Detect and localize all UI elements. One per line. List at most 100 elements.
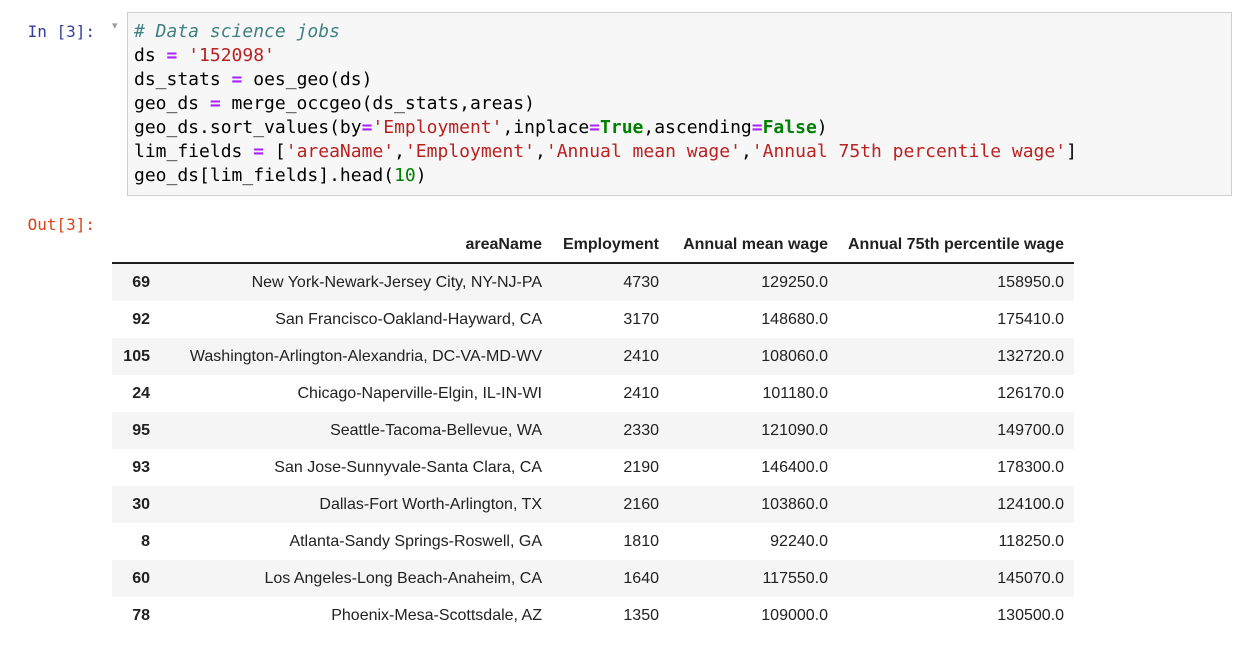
cell-annual-mean-wage: 92240.0 [770, 533, 828, 550]
code-editor[interactable]: # Data science jobs ds = '152098' ds_stats… [127, 12, 1232, 196]
table-row: 78 Phoenix-Mesa-Scottsdale, AZ 1350 109000.… [112, 597, 1074, 634]
cell-areaname: San Jose-Sunnyvale-Santa Clara, CA [274, 459, 542, 476]
column-header: Employment [562, 236, 659, 253]
index-header [112, 228, 160, 263]
cell-collapse-arrow-icon[interactable]: ▾ [112, 20, 118, 32]
table-row: 69 New York-Newark-Jersey City, NY-NJ-PA 4… [112, 263, 1074, 301]
cell-annual-mean-wage: 101180.0 [762, 385, 828, 402]
cell-areaname: New York-Newark-Jersey City, NY-NJ-PA [251, 274, 542, 291]
cell-employment: 2160 [623, 496, 659, 513]
cell-areaname: Atlanta-Sandy Springs-Roswell, GA [289, 533, 542, 550]
cell-annual-75th-percentile-wage: 158950.0 [997, 274, 1064, 291]
code-token-string: 'areaName' [285, 141, 395, 162]
table-body: 69 New York-Newark-Jersey City, NY-NJ-PA 4… [112, 263, 1074, 634]
code-token-plain: , [394, 141, 405, 162]
table-row: 95 Seattle-Tacoma-Bellevue, WA 2330 121090.… [112, 412, 1074, 449]
input-prompt: In [3]: [27, 22, 95, 41]
table-row: 24 Chicago-Naperville-Elgin, IL-IN-WI 2410… [112, 375, 1074, 412]
cell-employment: 2410 [623, 385, 659, 402]
code-token-plain: merge_occgeo(ds_stats,areas) [220, 93, 535, 114]
column-header: Annual mean wage [683, 236, 828, 253]
code-token-plain: ,ascending [643, 117, 752, 138]
table-row: 60 Los Angeles-Long Beach-Anaheim, CA 1640… [112, 560, 1074, 597]
table-row: 93 San Jose-Sunnyvale-Santa Clara, CA 2190… [112, 449, 1074, 486]
code-token-string: 'Employment' [404, 141, 536, 162]
header-row: areaName Employment Annual mean wage Annual… [112, 228, 1074, 263]
code-token-plain: , [740, 141, 752, 162]
cell-annual-mean-wage: 121090.0 [761, 422, 828, 439]
cell-annual-mean-wage: 148680.0 [761, 311, 828, 328]
cell-annual-mean-wage: 146400.0 [761, 459, 828, 476]
cell-areaname: Chicago-Naperville-Elgin, IL-IN-WI [297, 385, 542, 402]
code-token-plain: ] [1066, 141, 1077, 162]
cell-annual-75th-percentile-wage: 149700.0 [997, 422, 1064, 439]
output-area: areaName Employment Annual mean wage Annual… [112, 205, 1234, 634]
cell-employment: 1810 [623, 533, 659, 550]
table-row: 8 Atlanta-Sandy Springs-Roswell, GA 1810 92… [112, 523, 1074, 560]
code-token-plain: ) [816, 117, 828, 138]
cell-annual-75th-percentile-wage: 124100.0 [997, 496, 1064, 513]
code-token-number: 10 [394, 165, 416, 186]
cell-annual-75th-percentile-wage: 175410.0 [997, 311, 1064, 328]
code-token-plain: oes_geo(ds) [242, 69, 373, 90]
cell-annual-mean-wage: 103860.0 [761, 496, 828, 513]
row-index: 95 [132, 422, 150, 439]
column-header: areaName [465, 236, 543, 253]
column-header: Annual 75th percentile wage [848, 236, 1065, 253]
row-index: 105 [123, 348, 150, 365]
cell-annual-75th-percentile-wage: 178300.0 [997, 459, 1064, 476]
cell-annual-mean-wage: 109000.0 [761, 607, 828, 624]
table-row: 105 Washington-Arlington-Alexandria, DC-V… [112, 338, 1074, 375]
code-token-plain: geo_ds[lim_fields].head( [134, 165, 395, 186]
code-token-op: = [589, 117, 601, 138]
code-line: ds_stats = oes_geo(ds) [134, 68, 1227, 92]
cell-annual-75th-percentile-wage: 126170.0 [997, 385, 1064, 402]
row-index: 93 [132, 459, 150, 476]
row-index: 60 [132, 570, 150, 587]
cell-annual-75th-percentile-wage: 145070.0 [997, 570, 1064, 587]
code-token-string: 'Annual 75th percentile wage' [751, 141, 1067, 162]
code-line: geo_ds[lim_fields].head(10) [134, 164, 1227, 188]
cell-employment: 2190 [623, 459, 659, 476]
code-token-op: = [751, 117, 763, 138]
table-row: 92 San Francisco-Oakland-Hayward, CA 3170 1… [112, 301, 1074, 338]
table-header: areaName Employment Annual mean wage Annual… [112, 228, 1074, 263]
row-index: 8 [141, 533, 150, 550]
row-index: 24 [132, 385, 150, 402]
output-prompt: Out[3]: [27, 215, 95, 234]
cell-areaname: Dallas-Fort Worth-Arlington, TX [319, 496, 542, 513]
code-line: geo_ds.sort_values(by = 'Employment',inpla… [134, 116, 1227, 140]
code-token-plain: [ [264, 141, 286, 162]
row-index: 30 [132, 496, 150, 513]
code-token-keyword: False [762, 117, 817, 138]
cell-annual-mean-wage: 129250.0 [761, 274, 828, 291]
cell-employment: 1350 [623, 607, 659, 624]
code-token-string: '152098' [188, 45, 275, 66]
table-row: 30 Dallas-Fort Worth-Arlington, TX 2160 103… [112, 486, 1074, 523]
code-token-plain: geo_ds.sort_values(by [134, 117, 362, 138]
code-line: lim_fields = ['areaName','Employment','A… [134, 140, 1227, 164]
code-token-plain: lim_fields [134, 141, 254, 162]
cell-annual-75th-percentile-wage: 130500.0 [997, 607, 1064, 624]
cell-employment: 1640 [623, 570, 659, 587]
code-token-plain: geo_ds [134, 93, 210, 114]
code-token-plain: ,inplace [502, 117, 590, 138]
cell-employment: 3170 [623, 311, 659, 328]
code-token-comment: # Data science jobs [134, 21, 340, 42]
code-token-op: = [253, 141, 265, 162]
code-token-plain: ds_stats [134, 69, 232, 90]
code-token-plain: , [535, 141, 546, 162]
cell-areaname: Seattle-Tacoma-Bellevue, WA [330, 422, 542, 439]
code-token-keyword: True [600, 117, 644, 138]
cell-employment: 4730 [623, 274, 659, 291]
cell-employment: 2330 [623, 422, 659, 439]
code-token-string: 'Annual mean wage' [545, 141, 741, 162]
code-line: ds = '152098' [134, 44, 1227, 68]
cell-areaname: Phoenix-Mesa-Scottsdale, AZ [331, 607, 542, 624]
cell-annual-75th-percentile-wage: 118250.0 [998, 533, 1064, 550]
row-index: 92 [132, 311, 150, 328]
code-token-plain: ) [415, 165, 427, 186]
code-line: # Data science jobs [134, 20, 1227, 44]
code-token-plain [177, 45, 188, 66]
code-token-string: 'Employment' [372, 117, 503, 138]
